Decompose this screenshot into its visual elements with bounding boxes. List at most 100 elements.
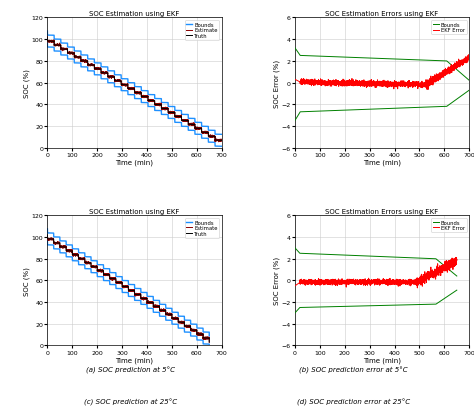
EKF Error xyxy=(359,80,365,85)
Estimate xyxy=(219,139,225,144)
Bounds xyxy=(75,49,81,54)
EKF Error xyxy=(451,258,456,263)
Estimate xyxy=(111,76,117,81)
EKF Error xyxy=(292,283,298,288)
Estimate xyxy=(216,138,221,143)
EKF Error xyxy=(322,82,328,87)
Text: (d) SOC prediction error at 25°C: (d) SOC prediction error at 25°C xyxy=(297,398,410,405)
Bounds xyxy=(216,133,221,137)
Truth xyxy=(114,280,119,285)
Truth xyxy=(186,324,191,329)
Truth xyxy=(206,339,212,344)
EKF Error xyxy=(366,82,372,87)
Truth xyxy=(216,138,221,143)
Bounds xyxy=(45,227,50,232)
Line: Bounds: Bounds xyxy=(47,32,222,135)
Truth xyxy=(197,126,202,131)
Truth xyxy=(203,336,209,341)
X-axis label: Time (min): Time (min) xyxy=(363,356,401,363)
Bounds xyxy=(111,69,117,74)
Bounds xyxy=(361,254,367,258)
Estimate xyxy=(107,273,112,278)
EKF Error xyxy=(465,53,471,58)
Bounds xyxy=(322,55,328,60)
Line: Bounds: Bounds xyxy=(295,248,457,276)
Line: Bounds: Bounds xyxy=(295,49,469,81)
Line: EKF Error: EKF Error xyxy=(295,258,457,288)
Truth xyxy=(107,272,112,277)
Truth xyxy=(63,245,69,250)
Line: Truth: Truth xyxy=(47,235,209,342)
Estimate xyxy=(203,337,209,342)
Y-axis label: SOC (%): SOC (%) xyxy=(24,266,30,295)
Estimate xyxy=(119,83,125,88)
X-axis label: Time (min): Time (min) xyxy=(116,356,154,363)
Line: Estimate: Estimate xyxy=(47,38,222,142)
EKF Error xyxy=(310,279,316,284)
Bounds xyxy=(366,56,372,61)
Line: Estimate: Estimate xyxy=(47,236,209,343)
Bounds xyxy=(203,330,209,335)
Bounds xyxy=(197,121,202,126)
Bounds xyxy=(312,54,318,59)
Title: SOC Estimation Errors using EKF: SOC Estimation Errors using EKF xyxy=(326,208,439,214)
Bounds xyxy=(73,247,78,252)
EKF Error xyxy=(433,269,439,274)
EKF Error xyxy=(354,281,360,286)
Y-axis label: SOC Error (%): SOC Error (%) xyxy=(273,257,280,305)
Bounds xyxy=(64,42,70,47)
Y-axis label: SOC Error (%): SOC Error (%) xyxy=(273,59,280,107)
Truth xyxy=(111,75,117,80)
Bounds xyxy=(63,239,69,244)
Text: (b) SOC prediction error at 5°C: (b) SOC prediction error at 5°C xyxy=(299,366,408,373)
Truth xyxy=(45,36,50,40)
Text: (c) SOC prediction at 25°C: (c) SOC prediction at 25°C xyxy=(84,398,177,405)
Bounds xyxy=(320,252,326,257)
Line: Truth: Truth xyxy=(47,38,222,141)
Estimate xyxy=(75,56,81,61)
Y-axis label: SOC (%): SOC (%) xyxy=(24,69,30,98)
Bounds xyxy=(359,56,365,61)
Estimate xyxy=(206,340,212,345)
Estimate xyxy=(216,140,221,145)
EKF Error xyxy=(414,286,420,291)
Legend: Bounds, Estimate, Truth: Bounds, Estimate, Truth xyxy=(184,21,219,41)
EKF Error xyxy=(454,256,459,261)
Bounds xyxy=(292,46,298,51)
Truth xyxy=(45,233,50,238)
Bounds xyxy=(45,29,50,34)
X-axis label: Time (min): Time (min) xyxy=(116,159,154,165)
Bounds xyxy=(107,267,112,272)
EKF Error xyxy=(312,77,318,82)
Truth xyxy=(75,55,81,60)
Truth xyxy=(73,253,78,258)
Line: EKF Error: EKF Error xyxy=(295,56,469,90)
Bounds xyxy=(463,76,469,81)
Title: SOC Estimation using EKF: SOC Estimation using EKF xyxy=(90,208,180,214)
Truth xyxy=(119,83,125,88)
Bounds xyxy=(310,252,316,256)
Bounds xyxy=(466,79,472,83)
EKF Error xyxy=(320,281,326,286)
Bounds xyxy=(206,334,212,339)
EKF Error xyxy=(425,88,431,93)
Estimate xyxy=(186,324,191,329)
Line: Bounds: Bounds xyxy=(47,229,209,336)
EKF Error xyxy=(444,68,450,73)
Estimate xyxy=(64,47,70,52)
Bounds xyxy=(454,274,460,279)
Bounds xyxy=(354,254,360,258)
Truth xyxy=(64,47,70,52)
Estimate xyxy=(45,35,50,40)
EKF Error xyxy=(361,278,367,283)
Truth xyxy=(219,139,225,144)
Title: SOC Estimation using EKF: SOC Estimation using EKF xyxy=(90,11,180,17)
EKF Error xyxy=(454,257,460,262)
Estimate xyxy=(45,234,50,239)
Bounds xyxy=(444,60,450,65)
EKF Error xyxy=(466,55,472,60)
Bounds xyxy=(219,133,225,137)
Bounds xyxy=(451,271,456,276)
Bounds xyxy=(292,246,298,251)
Bounds xyxy=(119,77,125,82)
